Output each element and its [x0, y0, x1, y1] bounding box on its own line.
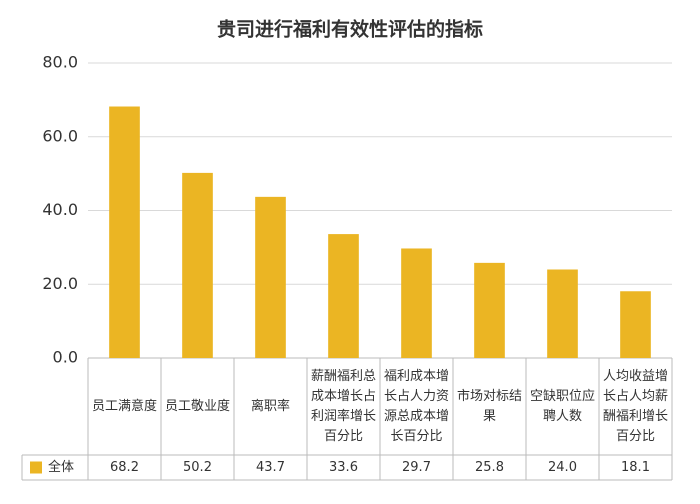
- x-tick-label: 离职率: [250, 398, 290, 414]
- y-tick-label: 60.0: [42, 126, 78, 145]
- x-tick-label: 员工敬业度: [165, 398, 231, 414]
- y-tick-label: 0.0: [53, 348, 78, 367]
- table-value: 68.2: [110, 460, 139, 475]
- table-value: 43.7: [256, 460, 285, 475]
- table-value: 25.8: [475, 460, 504, 475]
- legend-label: 全体: [48, 459, 74, 475]
- bar: [620, 291, 651, 358]
- bar: [328, 234, 359, 358]
- x-tick-label: 人均收益增长占人均薪酬福利增长百分比: [603, 368, 669, 444]
- chart-title: 贵司进行福利有效性评估的指标: [217, 18, 483, 41]
- y-tick-label: 80.0: [42, 53, 78, 72]
- x-tick-label: 空缺职位应聘人数: [530, 388, 596, 424]
- bar: [109, 106, 140, 358]
- x-tick-label: 薪酬福利总成本增长占利润率增长百分比: [311, 368, 377, 444]
- table-value: 50.2: [183, 460, 212, 475]
- bar: [474, 262, 505, 358]
- x-tick-label: 员工满意度: [92, 398, 158, 414]
- table-value: 33.6: [329, 460, 358, 475]
- table-value: 29.7: [402, 460, 431, 475]
- y-tick-label: 20.0: [42, 274, 78, 293]
- bar: [547, 269, 578, 358]
- table-value: 18.1: [621, 460, 650, 475]
- bar: [182, 172, 213, 358]
- y-tick-label: 40.0: [42, 200, 78, 219]
- bar: [401, 248, 432, 358]
- legend-key: [30, 461, 42, 474]
- table-value: 24.0: [548, 460, 577, 475]
- x-tick-label: 福利成本增长占人力资源总成本增长百分比: [384, 368, 450, 444]
- x-tick-label: 市场对标结果: [457, 388, 523, 424]
- bar: [255, 196, 286, 358]
